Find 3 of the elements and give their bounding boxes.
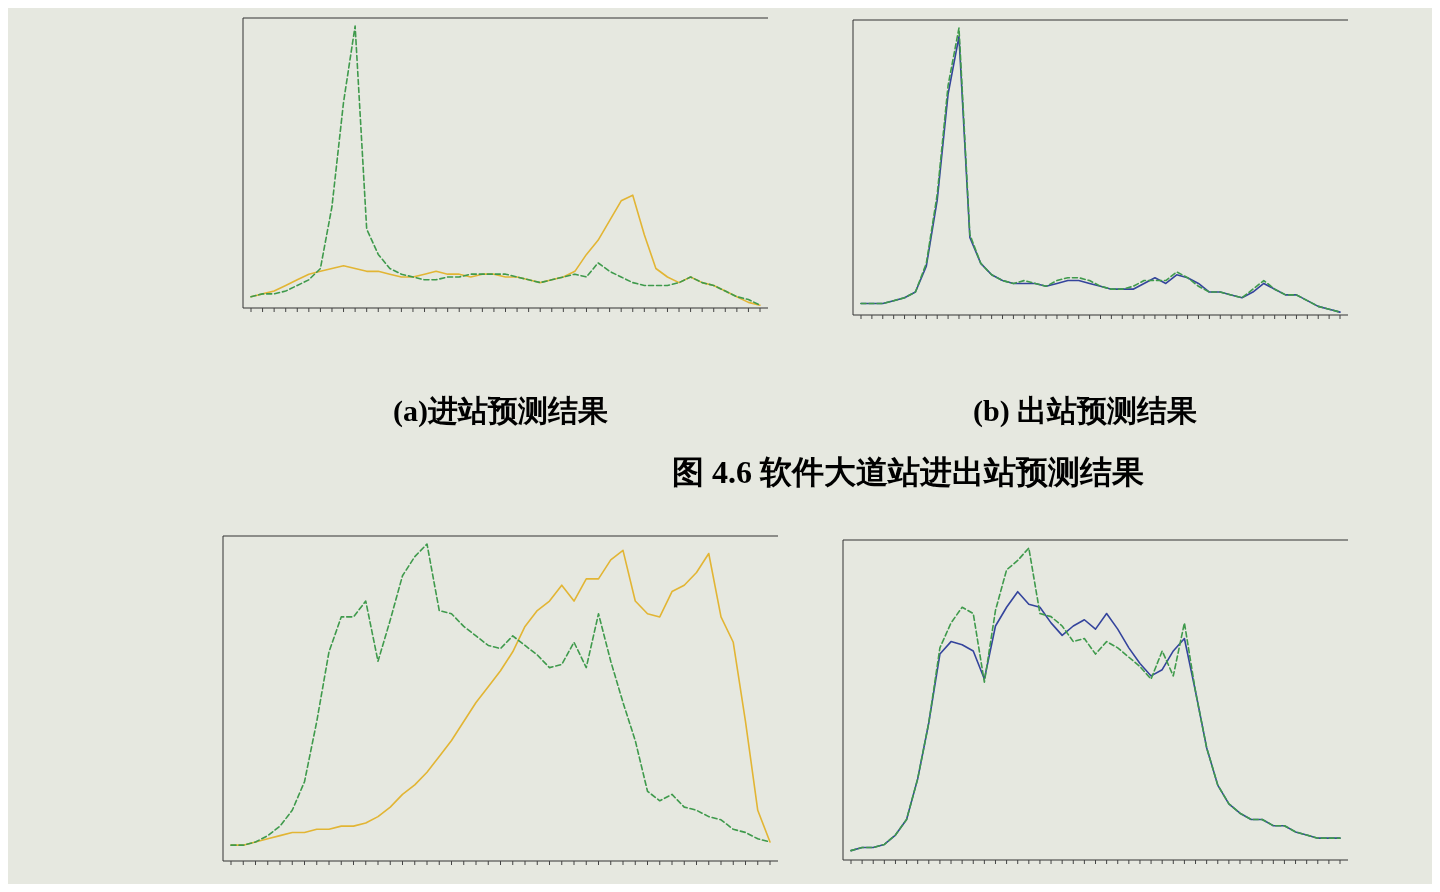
text: (a)进站预测结果 [393,394,608,428]
caption: 图 4.6 软件大道站进出站预测结果 [672,454,1144,490]
text: (b) 出站预测结果 [973,394,1198,428]
